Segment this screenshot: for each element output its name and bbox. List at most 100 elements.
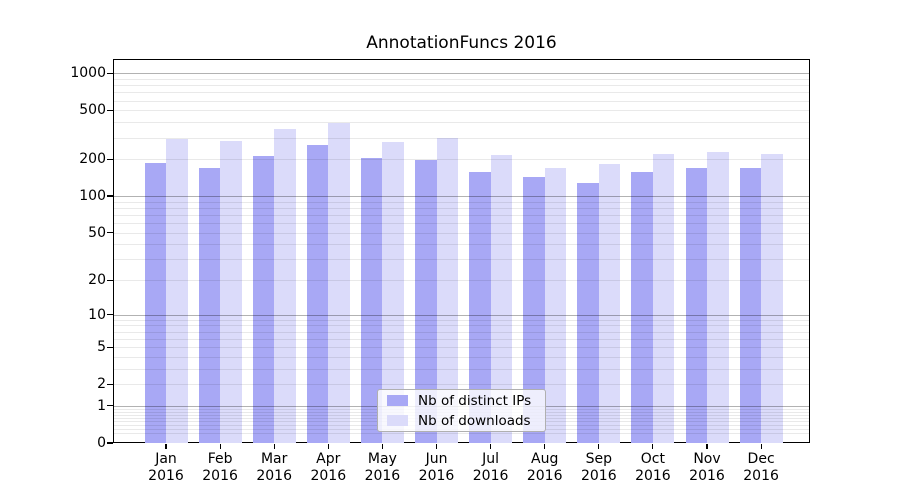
bar-ips-aug	[523, 177, 545, 443]
gridline	[114, 85, 809, 87]
bar-downloads-apr	[328, 122, 350, 443]
x-tick-mark	[219, 444, 221, 449]
gridline	[114, 433, 809, 435]
y-tick-mark	[107, 314, 113, 316]
x-tick-label-dec: Dec 2016	[743, 451, 779, 484]
x-tick-label-apr: Apr 2016	[310, 451, 347, 484]
y-tick-mark	[107, 346, 113, 348]
x-tick-mark	[652, 444, 654, 449]
gridline	[114, 223, 809, 224]
gridline	[114, 232, 809, 234]
bar-downloads-jan	[166, 139, 188, 443]
bar-ips-jan	[144, 162, 166, 443]
legend: Nb of distinct IPs Nb of downloads	[377, 389, 546, 432]
gridline	[114, 78, 809, 80]
bar-downloads-sep	[598, 163, 621, 443]
y-tick-label: 1000	[70, 65, 106, 82]
x-tick-label-nov: Nov 2016	[689, 451, 725, 484]
x-tick-mark	[544, 444, 546, 449]
gridline	[114, 319, 809, 321]
x-tick-label-feb: Feb 2016	[202, 451, 238, 484]
x-tick-label-aug: Aug 2016	[526, 451, 563, 484]
y-tick-mark	[107, 405, 113, 407]
bar-downloads-mar	[274, 129, 296, 443]
y-tick-label: 2	[97, 376, 106, 393]
bars-layer	[114, 60, 809, 443]
gridlines-layer	[114, 60, 809, 442]
gridline	[114, 207, 809, 209]
x-tick-mark	[435, 444, 438, 449]
y-tick-label: 100	[79, 188, 106, 204]
bar-downloads-dec	[761, 153, 783, 443]
y-tick-mark	[107, 158, 113, 160]
y-tick-label: 0	[97, 435, 106, 451]
gridline	[114, 331, 809, 333]
bar-downloads-aug	[544, 167, 567, 443]
y-tick-label: 200	[79, 151, 106, 168]
bar-ips-apr	[306, 145, 329, 443]
gridline	[114, 347, 809, 349]
gridline	[114, 244, 809, 246]
y-tick-label: 50	[88, 224, 106, 241]
y-tick-label: 5	[97, 339, 106, 356]
x-tick-mark	[327, 444, 329, 449]
chart-title: AnnotationFuncs 2016	[366, 33, 557, 53]
bar-downloads-jul	[490, 154, 513, 443]
y-tick-label: 1	[97, 397, 106, 414]
y-tick-mark	[107, 383, 113, 385]
plot-area	[113, 59, 810, 443]
x-tick-mark	[490, 444, 492, 449]
y-tick-label: 10	[88, 306, 106, 323]
gridline	[114, 110, 809, 112]
x-tick-mark	[760, 444, 762, 449]
y-tick-mark	[107, 279, 113, 281]
x-tick-label-jan: Jan 2016	[148, 451, 184, 484]
bar-downloads-nov	[707, 152, 729, 443]
gridline	[114, 259, 809, 261]
bar-ips-may	[360, 157, 383, 443]
legend-row: Nb of downloads	[387, 412, 545, 429]
gridline	[114, 73, 809, 75]
x-tick-label-jul: Jul 2016	[472, 451, 509, 484]
gridline	[114, 201, 809, 203]
y-tick-label: 500	[79, 102, 106, 119]
gridline	[114, 280, 809, 282]
bar-downloads-jun	[436, 137, 458, 443]
x-tick-label-may: May 2016	[364, 451, 401, 484]
legend-label: Nb of distinct IPs	[418, 392, 532, 409]
y-tick-label: 20	[88, 272, 106, 289]
bar-ips-jul	[469, 171, 491, 443]
legend-swatch-downloads	[387, 415, 408, 426]
gridline	[114, 384, 809, 386]
gridline	[114, 325, 809, 327]
legend-swatch-ips	[387, 395, 408, 406]
gridline	[114, 122, 809, 124]
bar-ips-jun	[415, 160, 437, 443]
x-tick-mark	[598, 444, 600, 449]
bar-ips-sep	[577, 182, 599, 443]
bar-downloads-oct	[652, 154, 675, 443]
gridline	[114, 100, 809, 102]
gridline	[114, 159, 809, 161]
y-tick-mark	[107, 442, 113, 444]
x-tick-mark	[165, 444, 167, 449]
x-tick-mark	[381, 444, 383, 449]
gridline	[114, 314, 809, 316]
legend-label: Nb of downloads	[418, 412, 531, 429]
gridline	[114, 137, 809, 139]
bar-downloads-feb	[220, 140, 242, 443]
y-tick-mark	[107, 72, 113, 74]
bar-ips-nov	[685, 167, 707, 443]
bar-ips-dec	[739, 168, 762, 443]
gridline	[114, 214, 809, 216]
gridline	[114, 92, 809, 94]
bar-ips-feb	[198, 167, 221, 443]
bar-ips-mar	[252, 156, 275, 443]
x-tick-label-mar: Mar 2016	[256, 451, 292, 484]
gridline	[114, 196, 809, 197]
gridline	[114, 368, 809, 370]
bar-downloads-may	[382, 142, 404, 443]
y-tick-mark	[107, 195, 113, 197]
x-tick-mark	[273, 444, 275, 449]
